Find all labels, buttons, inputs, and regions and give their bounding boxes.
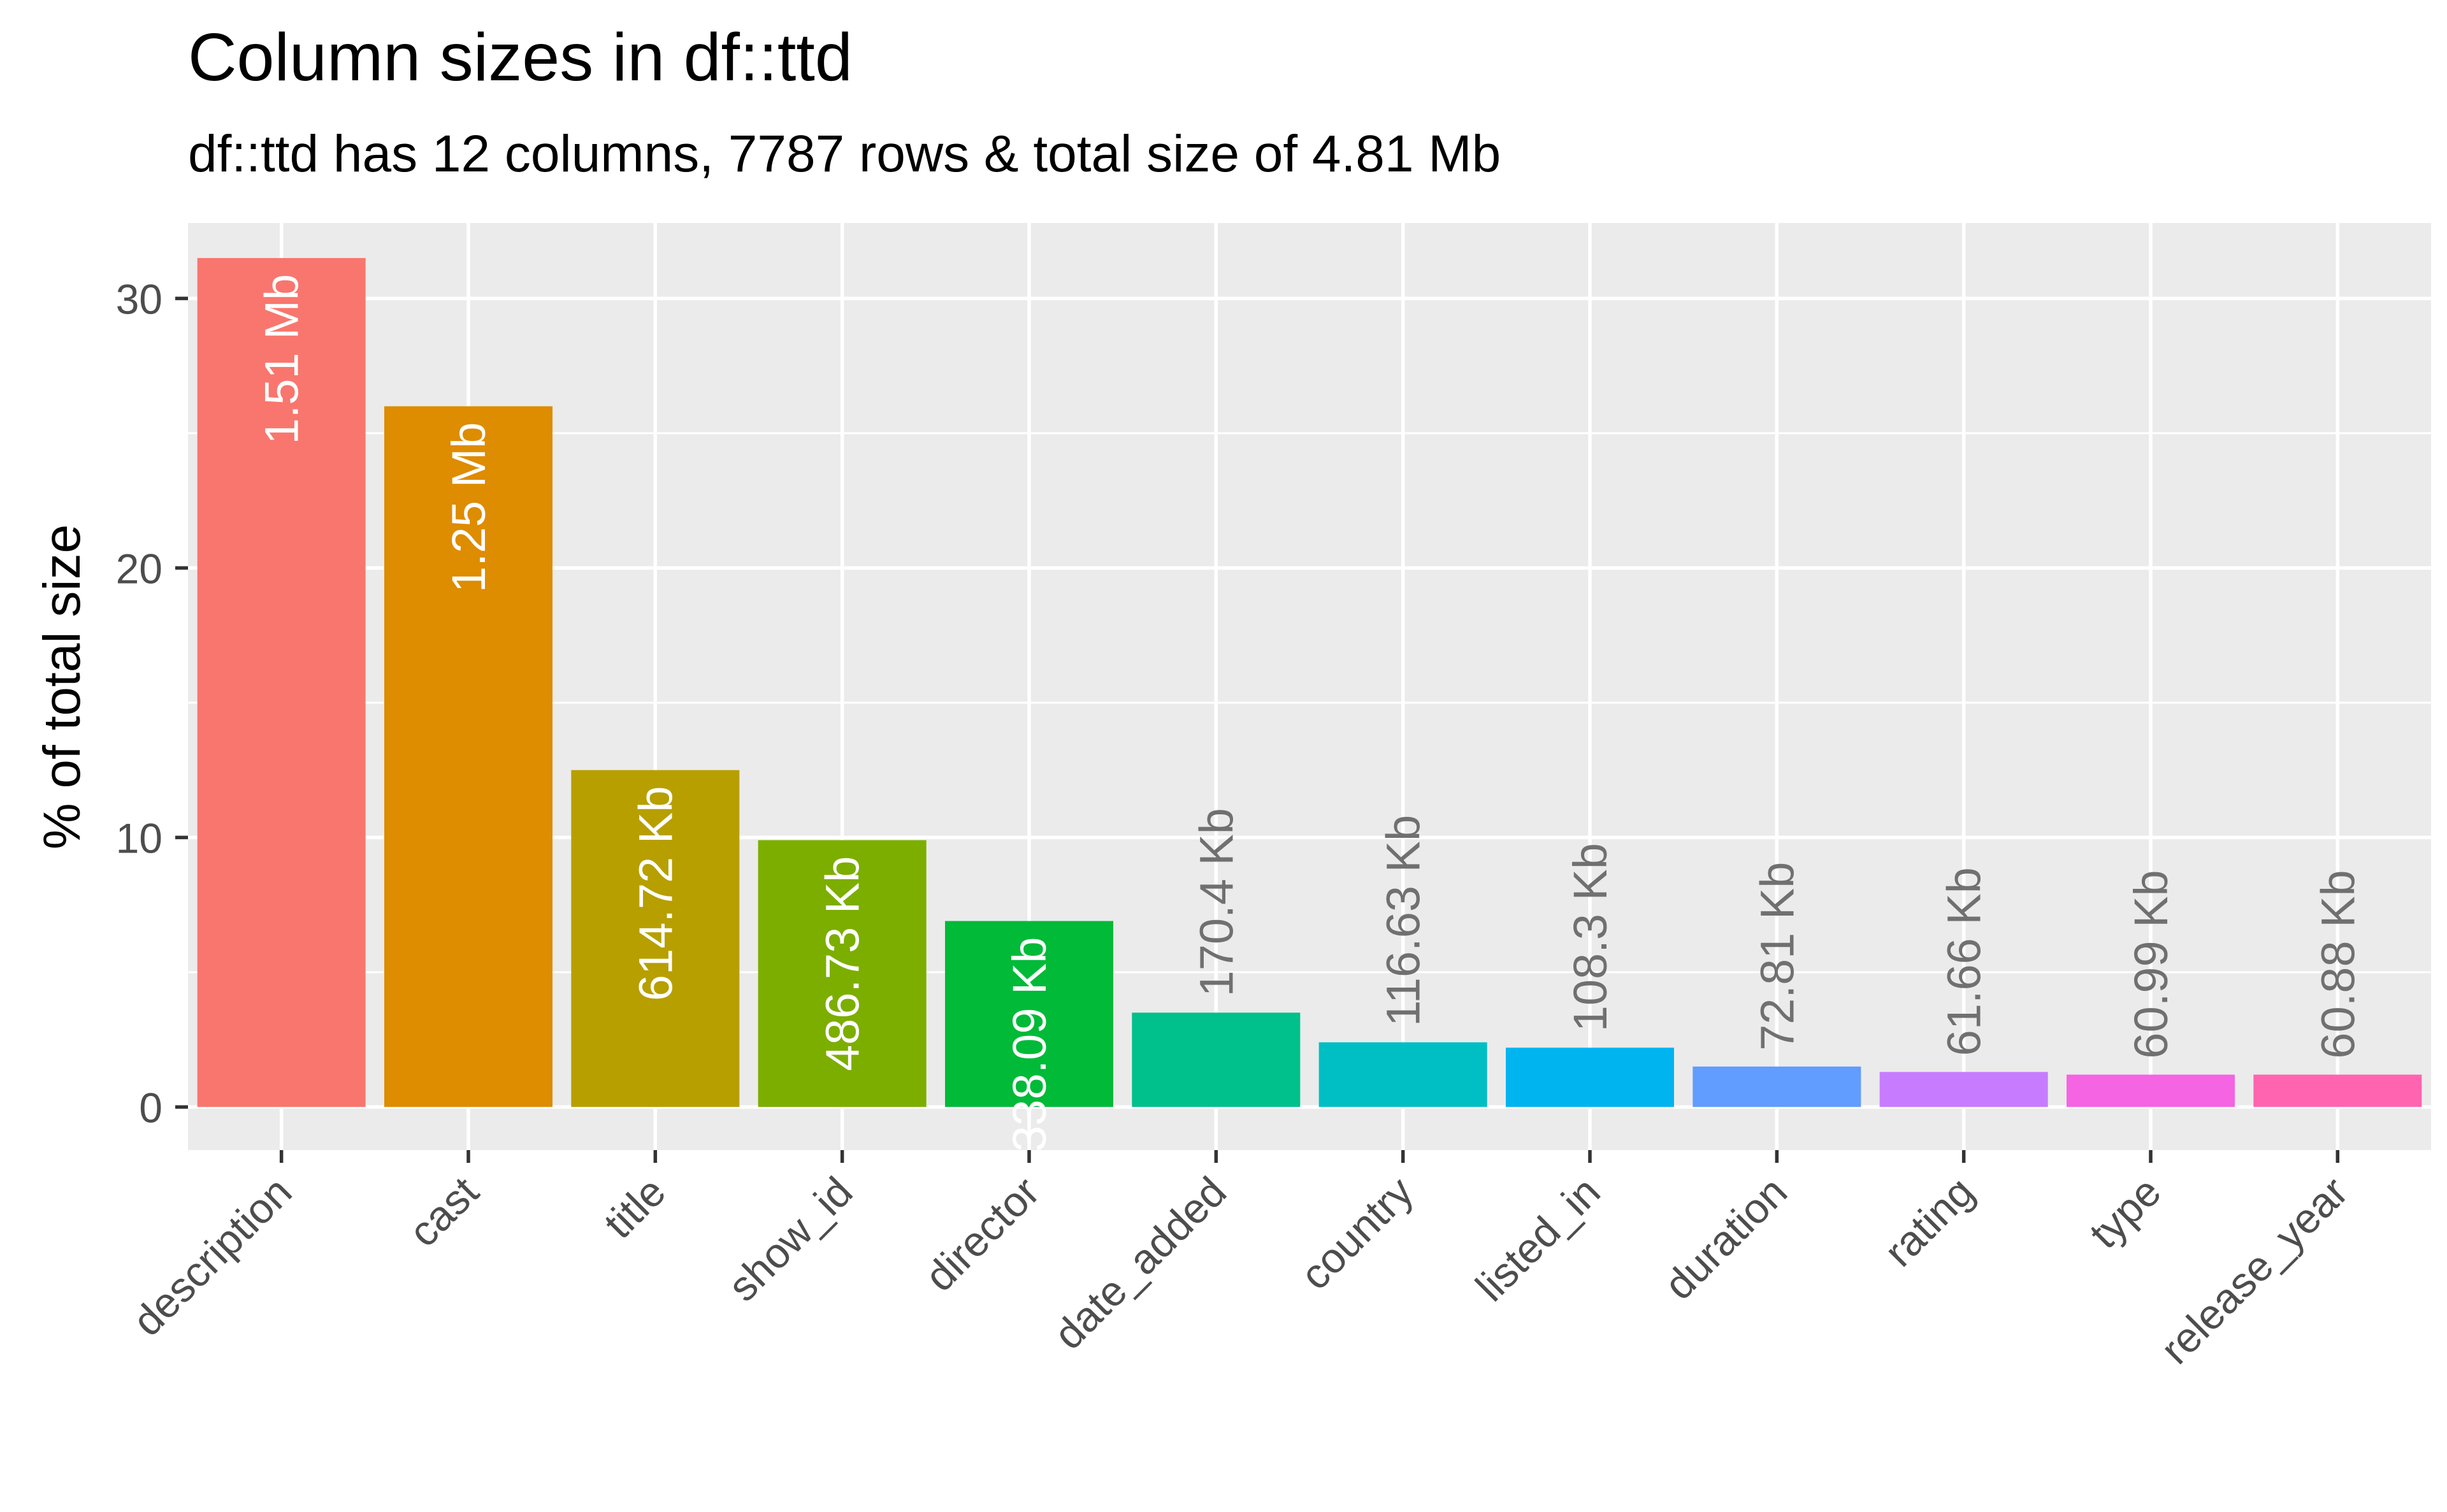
bar-data-label: 486.73 Kb — [816, 856, 869, 1071]
x-tick-label: duration — [1655, 1168, 1796, 1309]
x-tick-label: rating — [1875, 1168, 1982, 1276]
x-axis: description cast title show_id directordate_… — [124, 1150, 2357, 1373]
bar-data-label: 338.09 Kb — [1003, 937, 1056, 1151]
bar-data-label: 116.63 Kb — [1377, 815, 1430, 1026]
x-tick-label: country — [1291, 1168, 1422, 1299]
bar — [1506, 1048, 1674, 1107]
bar — [197, 257, 366, 1107]
bar — [1693, 1066, 1861, 1107]
bar-data-label: 614.72 Kb — [629, 786, 682, 1001]
x-tick-label: type — [2080, 1168, 2170, 1258]
bar-data-label: 60.88 Kb — [2311, 870, 2364, 1058]
bar — [1879, 1072, 2048, 1107]
bar — [945, 921, 1113, 1107]
bar — [384, 406, 552, 1107]
y-tick-label: 10 — [116, 814, 162, 861]
x-tick-label: show_id — [719, 1168, 862, 1311]
bar — [2067, 1074, 2235, 1107]
bar — [571, 770, 740, 1107]
bar-data-label: 61.66 Kb — [1938, 867, 1991, 1056]
bar-data-label: 1.51 Mb — [256, 274, 308, 444]
x-tick-label: title — [595, 1168, 674, 1248]
x-tick-label: description — [124, 1168, 301, 1345]
y-tick-label: 0 — [139, 1084, 162, 1131]
bar-data-label: 108.3 Kb — [1564, 843, 1617, 1032]
chart-subtitle: df::ttd has 12 columns, 7787 rows & tota… — [188, 125, 1501, 183]
bar — [758, 840, 927, 1107]
bar-data-label: 1.25 Mb — [442, 422, 495, 593]
bar-data-label: 72.81 Kb — [1750, 862, 1803, 1051]
bar-data-label: 170.4 Kb — [1190, 808, 1243, 997]
chart-title: Column sizes in df::ttd — [188, 20, 853, 95]
bar-data-label: 60.99 Kb — [2125, 870, 2177, 1058]
minor-gridlines — [188, 432, 2431, 974]
y-tick-label: 30 — [116, 275, 162, 322]
x-tick-label: listed_in — [1466, 1168, 1609, 1311]
bar — [1132, 1012, 1301, 1107]
x-tick-label: date_added — [1044, 1168, 1235, 1358]
y-tick-label: 20 — [116, 545, 162, 592]
x-tick-label: cast — [400, 1168, 487, 1256]
y-axis: 0 10 20 30 — [116, 275, 188, 1131]
bars — [197, 257, 2422, 1107]
x-tick-label: director — [916, 1168, 1048, 1300]
x-tick-label: release_year — [2151, 1168, 2357, 1373]
bar — [1318, 1042, 1487, 1107]
bar-labels: 1.51 Mb 1.25 Mb 614.72 Kb 486.73 Kb 338.09 K… — [256, 274, 2365, 1152]
bar — [2253, 1074, 2422, 1107]
y-axis-label: % of total size — [33, 524, 91, 849]
plot-panel — [188, 223, 2431, 1150]
